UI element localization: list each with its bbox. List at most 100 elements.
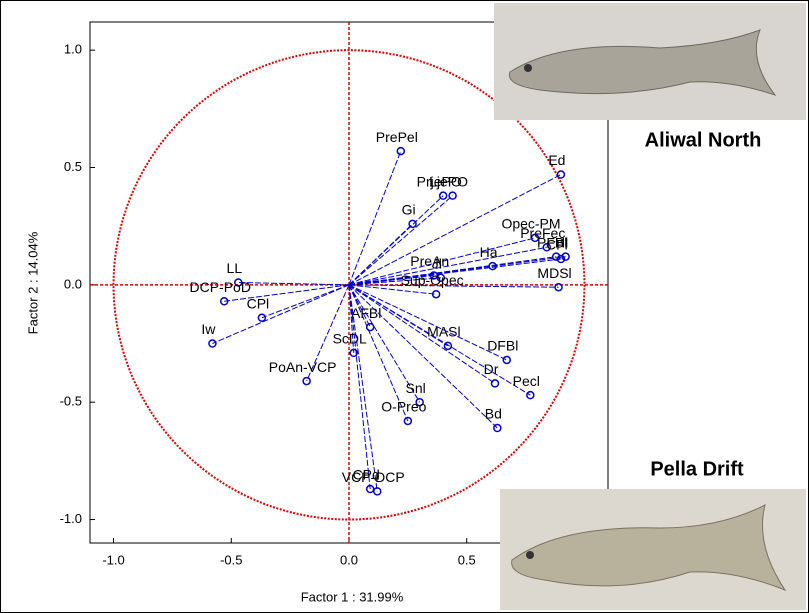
annotation: Aliwal North xyxy=(645,129,762,151)
loading-vector xyxy=(348,284,371,490)
y-tick-label: 0.5 xyxy=(64,159,82,174)
point-label: Hl xyxy=(555,234,568,250)
x-tick-label: 0.5 xyxy=(458,552,476,567)
point xyxy=(403,416,413,426)
loading-vector xyxy=(348,284,437,295)
loading-vector xyxy=(348,284,409,422)
point xyxy=(554,282,563,292)
point-label: Ed xyxy=(548,152,565,168)
point-label: Opec-PM xyxy=(501,216,560,232)
point-label: PFBl xyxy=(537,234,567,250)
point-label: PoAn-VCP xyxy=(269,359,337,375)
point-label: VCP-DCP xyxy=(342,469,405,485)
loading-vector xyxy=(348,274,434,286)
loading-vector xyxy=(212,284,350,344)
point xyxy=(431,289,441,299)
point-label: Gi xyxy=(402,202,416,218)
point-label: PrjePO xyxy=(417,173,462,189)
point xyxy=(208,339,217,348)
x-tick-label: -0.5 xyxy=(220,552,242,567)
loading-vector xyxy=(348,195,453,286)
point-label: LL xyxy=(227,260,243,276)
point xyxy=(234,278,243,287)
point-label: Snl xyxy=(406,380,426,396)
point-label: Bd xyxy=(485,406,502,422)
point-label: Iw xyxy=(201,321,216,337)
point xyxy=(493,423,502,433)
loading-vector xyxy=(348,284,498,429)
point-label: PreAn xyxy=(410,253,449,269)
point-label: LjePO xyxy=(429,173,468,189)
x-axis-label: Factor 1 : 31.99% xyxy=(301,589,404,604)
loading-vector xyxy=(348,284,531,396)
point-label: Sup-Opec xyxy=(401,272,464,288)
y-axis-label: Factor 2 : 14.04% xyxy=(25,231,40,334)
loading-vector xyxy=(348,284,507,361)
loading-vector xyxy=(348,223,413,286)
fish-eye xyxy=(524,64,532,72)
point xyxy=(556,170,566,179)
loading-vector xyxy=(306,284,350,382)
y-tick-label: -0.5 xyxy=(60,394,82,409)
point-label: Jl xyxy=(432,256,442,272)
point-label: O-Preo xyxy=(381,399,426,415)
point-label: CFl xyxy=(546,237,568,253)
loading-vector xyxy=(224,284,350,302)
point-label: CPd xyxy=(353,467,380,483)
point-label: PrePel xyxy=(376,129,418,145)
loading-vector xyxy=(348,284,559,288)
point-label: Ha xyxy=(480,244,498,260)
point xyxy=(490,379,500,388)
point-label: MDSl xyxy=(537,265,571,281)
point xyxy=(502,355,512,365)
unit-circle xyxy=(112,49,586,521)
point xyxy=(488,261,497,271)
point xyxy=(551,252,561,261)
point xyxy=(396,146,406,156)
point xyxy=(561,252,570,261)
point xyxy=(526,390,535,400)
loading-vector xyxy=(238,282,350,286)
point xyxy=(429,271,439,280)
y-tick-label: 0.0 xyxy=(64,276,82,291)
loading-vector xyxy=(348,246,547,286)
point-label: MASl xyxy=(427,324,460,340)
loading-vector xyxy=(348,284,378,492)
point-label: Pecl xyxy=(513,373,540,389)
loading-vector xyxy=(348,284,421,403)
point xyxy=(302,376,311,386)
photo-aliwal xyxy=(494,3,806,120)
fish-eye xyxy=(526,551,534,559)
point xyxy=(365,484,375,494)
point-label: ScDL xyxy=(333,331,367,347)
point xyxy=(257,313,267,322)
loading-vector xyxy=(261,284,350,319)
point xyxy=(438,191,448,200)
point-label: PreFec xyxy=(520,225,565,241)
point-label: DCP-PoD xyxy=(189,279,250,295)
photo-pella xyxy=(500,489,806,610)
point xyxy=(219,297,229,306)
point xyxy=(365,322,375,332)
point xyxy=(373,487,382,496)
point xyxy=(436,273,446,283)
point xyxy=(443,341,453,351)
point xyxy=(556,254,566,264)
y-tick-label: -1.0 xyxy=(60,511,82,526)
x-tick-label: 0.0 xyxy=(340,552,358,567)
point xyxy=(530,233,540,243)
point xyxy=(408,219,417,229)
point-label: DFBl xyxy=(487,338,518,354)
y-tick-label: 1.0 xyxy=(64,42,82,57)
point xyxy=(415,397,424,407)
x-tick-label: -1.0 xyxy=(102,552,124,567)
fish xyxy=(511,504,787,592)
fish xyxy=(508,29,777,96)
loading-vector xyxy=(348,277,441,286)
annotation: Pella Drift xyxy=(650,458,744,480)
point-label: CPl xyxy=(247,295,270,311)
point xyxy=(542,243,552,252)
plot-layer: -1.0-0.50.00.51.01.00.50.0-0.5-1.0LLDCP-… xyxy=(60,22,608,567)
point xyxy=(349,348,358,358)
